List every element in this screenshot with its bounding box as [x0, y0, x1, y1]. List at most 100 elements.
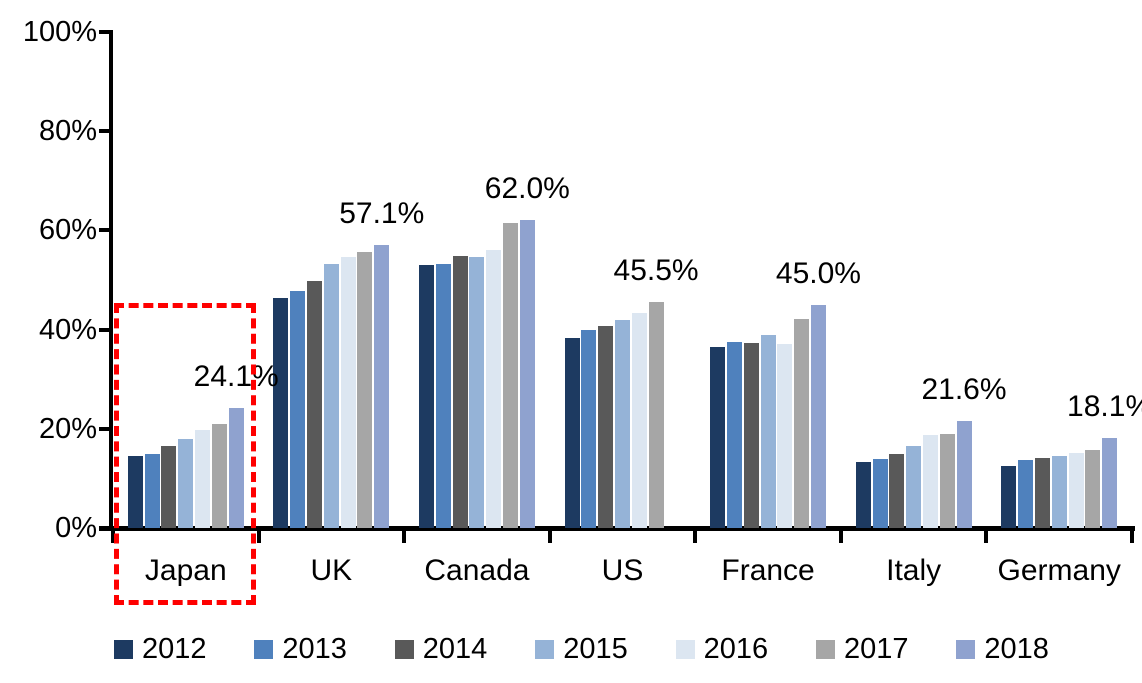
bar-us-2015: [615, 319, 630, 528]
x-tick-mark: [256, 529, 261, 543]
bar-us-2017: [648, 302, 664, 528]
legend-swatch-2013: [254, 640, 274, 659]
data-label-uk: 57.1%: [339, 196, 425, 230]
category-label-japan: Japan: [144, 554, 227, 587]
bar-japan-2016: [195, 429, 211, 528]
legend-label-2012: 2012: [142, 633, 207, 665]
bar-france-2017: [794, 318, 810, 528]
data-label-canada: 62.0%: [484, 172, 570, 206]
data-label-us: 45.5%: [613, 254, 699, 288]
y-axis-line: [109, 30, 113, 530]
bar-italy-2012: [855, 462, 871, 528]
bar-japan-2014: [161, 446, 177, 528]
legend-swatch-2012: [114, 640, 133, 659]
legend-label-2013: 2013: [282, 633, 347, 665]
bar-japan-2013: [144, 453, 160, 528]
bar-uk-2014: [307, 280, 323, 528]
bar-canada-2017: [503, 222, 519, 528]
y-tick-mark: [99, 129, 113, 134]
bar-japan-2015: [178, 439, 194, 528]
legend-label-2016: 2016: [703, 633, 769, 665]
bar-france-2018: [810, 304, 826, 528]
legend-label-2018: 2018: [984, 633, 1049, 665]
bar-germany-2018: [1102, 438, 1118, 528]
legend-item-2014: 2014: [394, 633, 525, 665]
legend-label-2017: 2017: [844, 633, 909, 665]
bar-germany-2017: [1085, 450, 1101, 528]
bar-uk-2018: [374, 244, 390, 528]
y-tick-label: 0%: [55, 512, 97, 544]
bar-us-2013: [581, 329, 597, 528]
bar-us-2014: [598, 325, 614, 528]
bar-germany-2015: [1051, 456, 1067, 528]
bar-germany-2012: [1001, 466, 1017, 528]
data-label-japan: 24.1%: [193, 360, 279, 394]
legend-item-2012: 2012: [114, 633, 244, 665]
bar-us-2012: [564, 338, 580, 528]
bar-italy-2017: [939, 433, 955, 528]
bar-france-2013: [726, 342, 742, 528]
bar-france-2014: [743, 342, 759, 528]
bar-germany-2013: [1018, 459, 1034, 528]
x-tick-mark: [838, 529, 843, 543]
y-tick-mark: [99, 327, 113, 332]
legend-item-2016: 2016: [675, 633, 806, 665]
bar-japan-2012: [127, 455, 143, 528]
bar-france-2016: [777, 344, 793, 528]
x-tick-mark: [547, 529, 552, 543]
bar-germany-2014: [1034, 457, 1050, 528]
legend-swatch-2017: [816, 640, 835, 659]
x-tick-mark: [693, 529, 698, 543]
legend-swatch-2016: [675, 640, 695, 659]
bar-france-2012: [710, 346, 726, 528]
bar-uk-2016: [340, 256, 356, 528]
legend-item-2017: 2017: [816, 633, 946, 665]
bar-italy-2016: [922, 434, 938, 528]
bar-japan-2018: [228, 408, 244, 528]
legend-item-2015: 2015: [535, 633, 665, 665]
legend-swatch-2014: [394, 640, 414, 659]
bar-canada-2016: [486, 249, 502, 528]
bar-canada-2014: [452, 256, 468, 528]
category-label-canada: Canada: [424, 554, 530, 587]
y-tick-mark: [99, 30, 113, 34]
bar-uk-2013: [290, 290, 306, 528]
category-label-us: US: [601, 554, 644, 587]
legend: 2012 2013 2014 2015 2016 2017 2018: [0, 628, 1142, 668]
category-label-france: France: [721, 554, 815, 587]
bar-canada-2012: [419, 265, 435, 528]
y-tick-label: 80%: [38, 115, 97, 148]
y-tick-label: 60%: [38, 214, 97, 247]
legend-swatch-2018: [956, 640, 976, 659]
y-tick-mark: [99, 228, 113, 233]
y-tick-label: 20%: [38, 412, 97, 445]
bar-italy-2014: [889, 453, 905, 528]
japan-highlight-box: [114, 303, 256, 605]
bar-italy-2013: [872, 458, 888, 528]
x-tick-mark: [1130, 529, 1134, 543]
bar-canada-2018: [519, 220, 535, 528]
legend-swatch-2015: [535, 640, 555, 659]
bar-canada-2013: [435, 263, 451, 528]
bar-italy-2015: [906, 445, 922, 528]
x-tick-mark: [111, 529, 115, 543]
bar-japan-2017: [211, 424, 227, 528]
category-label-germany: Germany: [997, 554, 1121, 587]
bar-uk-2017: [357, 251, 373, 528]
x-tick-mark: [402, 529, 407, 543]
bar-uk-2015: [323, 264, 339, 528]
y-tick-mark: [99, 526, 113, 530]
bar-france-2015: [760, 334, 776, 528]
data-label-france: 45.0%: [775, 256, 861, 290]
bar-uk-2012: [273, 298, 289, 528]
bar-germany-2016: [1068, 452, 1084, 528]
bar-us-2016: [631, 312, 647, 528]
bar-canada-2015: [469, 256, 485, 528]
x-tick-mark: [984, 529, 989, 543]
data-label-italy: 21.6%: [921, 372, 1007, 406]
x-axis-line: [99, 526, 1135, 531]
data-label-germany: 18.1%: [1067, 390, 1142, 424]
legend-label-2015: 2015: [563, 633, 628, 665]
y-tick-mark: [99, 426, 113, 431]
